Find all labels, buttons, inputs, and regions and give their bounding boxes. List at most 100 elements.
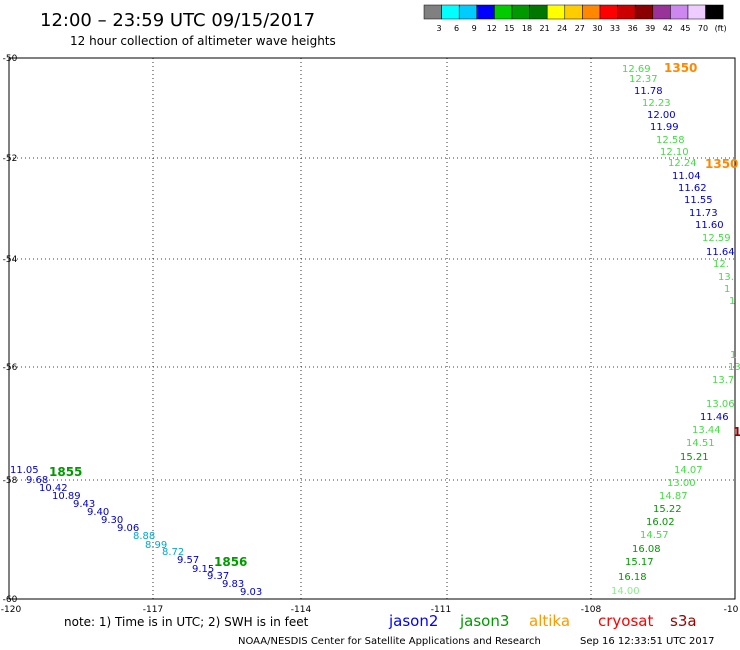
wave-height-value: 14.00 [611,586,640,597]
latitude-tick-label: -52 [3,154,18,164]
color-swatch-13 [634,4,654,20]
generated-timestamp: Sep 16 12:33:51 UTC 2017 [580,636,714,647]
color-scale-label: 36 [628,24,638,33]
wave-height-value: 16.08 [632,544,661,555]
wave-height-value: 15.21 [680,452,709,463]
color-swatch-1 [423,4,442,20]
color-swatch-17 [705,4,724,20]
wave-height-track: 12.6912.3711.7812.2312.0011.9912.5812.10… [10,64,740,598]
color-scale-label: 3 [436,24,441,33]
latitude-tick-label: -54 [3,255,18,265]
wave-height-value: 11.73 [689,208,718,219]
color-swatch-9 [564,4,583,20]
color-swatch-14 [652,4,671,20]
wave-height-value: 14.87 [659,491,688,502]
units-note: note: 1) Time is in UTC; 2) SWH is in fe… [64,615,309,629]
credit-line: NOAA/NESDIS Center for Satellite Applica… [238,636,541,647]
pass-time-label: 1855 [49,465,82,479]
color-scale-label: 27 [575,24,585,33]
longitude-tick-label: -108 [581,605,602,615]
pass-time-label: 1350 [664,61,697,75]
pass-time-label: 1 [733,425,740,439]
wave-height-value: 16.02 [646,517,675,528]
longitude-axis: -120 -117 -114 -111 -108 -10 [1,605,739,615]
longitude-tick-label: -120 [1,605,22,615]
wave-height-value: 9.68 [26,475,48,486]
color-scale-label: 21 [540,24,550,33]
color-swatch-5 [494,4,513,20]
legend-altika: altika [529,612,570,630]
wave-height-value: 15.17 [625,557,654,568]
color-swatch-15 [670,4,689,20]
wave-height-value: 9.15 [192,564,214,575]
wave-height-value: 15.22 [653,504,682,515]
wave-height-value: 1 [729,296,735,307]
wave-height-value: 13.06 [706,399,735,410]
wave-height-value: 11.64 [706,247,735,258]
color-scale-label: 9 [472,24,477,33]
legend-s3a: s3a [670,612,697,630]
wave-height-value: 9.40 [87,507,109,518]
latitude-tick-label: -58 [3,476,18,486]
wave-height-value: 12.00 [647,110,676,121]
color-scale-label: 6 [454,24,459,33]
wave-height-value: 11.62 [678,183,707,194]
wave-height-value: 8.99 [145,540,167,551]
color-scale-label: 30 [592,24,602,33]
wave-height-value: 1 [730,350,736,361]
color-scale-label: 24 [557,24,567,33]
wave-height-value: 13.00 [667,478,696,489]
wave-height-value: 10.89 [52,491,81,502]
latitude-tick-label: -56 [3,363,18,373]
wave-height-value: 11.05 [10,465,39,476]
latitude-tick-label: -50 [3,54,18,64]
color-scale-label: 70 [698,24,708,33]
wave-height-value: 16.18 [618,572,647,583]
color-scale-label: 15 [504,24,514,33]
legend-jason3: jason3 [459,612,509,630]
pass-time-label: 1856 [214,555,247,569]
wave-height-value: 9.43 [73,499,95,510]
color-swatch-2 [441,4,460,20]
legend-jason2: jason2 [388,612,438,630]
color-scale-label: 18 [522,24,532,33]
longitude-tick-label: -10 [724,605,739,615]
color-swatch-3 [458,4,478,20]
wave-height-value: 12. [713,259,729,270]
wave-height-value: 9.83 [222,579,244,590]
color-swatch-4 [476,4,495,20]
wave-height-value: 9.37 [207,571,229,582]
pass-time-label: 1350 [705,157,738,171]
color-scale-label: (ft) [715,24,727,33]
wave-height-value: 14.57 [640,530,669,541]
wave-height-value: 14.51 [686,438,715,449]
wave-height-value: 13.7 [712,375,734,386]
map-frame [8,57,736,600]
wave-height-value: 14.07 [674,465,703,476]
wave-height-value: 8.88 [133,531,155,542]
longitude-tick-label: -114 [291,605,312,615]
wave-height-value: 12.58 [656,135,685,146]
color-scale-label: 39 [645,24,655,33]
wave-height-value: 8.72 [162,547,184,558]
wave-height-value: 13.44 [692,425,721,436]
color-swatch-11 [599,4,618,20]
wave-height-value: 10.42 [39,483,68,494]
wave-height-value: 11.55 [684,195,713,206]
wave-height-value: 12.23 [642,98,671,109]
wave-height-value: 12.69 [622,64,651,75]
pass-time-labels: 1350 1350 1855 1856 1 [49,61,740,569]
satellite-legend: jason2 jason3 altika cryosat s3a [388,612,697,630]
wave-height-value: 13. [728,362,740,373]
wave-height-value: 9.06 [117,523,139,534]
wave-height-value: 1 [724,284,730,295]
color-scale-bar: 3 6 9 12 15 18 21 24 27 30 33 36 39 42 45 70 (ft) [423,4,727,33]
wave-height-value: 11.60 [695,220,724,231]
wave-height-value: 9.57 [177,555,199,566]
color-swatch-8 [546,4,566,20]
latitude-tick-label: -60 [3,595,18,605]
color-scale-label: 45 [680,24,690,33]
map-title: 12:00 – 23:59 UTC 09/15/2017 [40,10,315,31]
